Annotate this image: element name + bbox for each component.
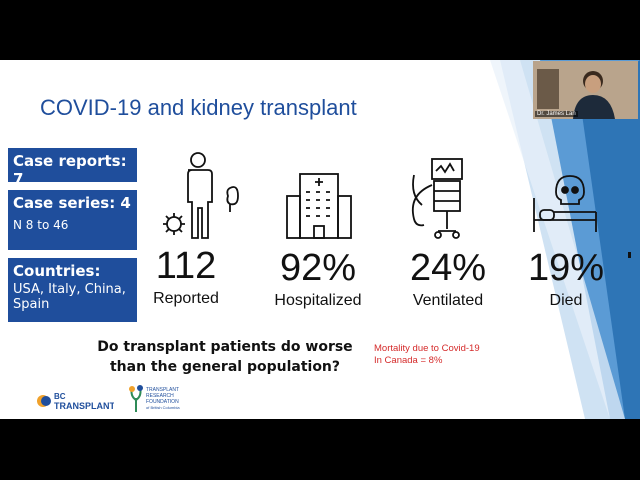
bc-transplant-logo-mark: BC TRANSPLANT [37,392,115,411]
mouse-cursor-icon [628,252,631,258]
stat-reported: 112 Reported [131,245,241,308]
mortality-note-line-2: In Canada = 8% [374,355,443,366]
speaker-name-label: Dr. James Lan [535,111,578,117]
stat-ventilated-value: 24% [409,247,487,289]
mortality-note-line-1: Mortality due to Covid-19 [374,343,480,354]
slide-title: COVID-19 and kidney transplant [40,95,357,120]
bc-logo-text: BC [54,392,66,401]
slide-question: Do transplant patients do worse than the… [97,339,353,375]
mortality-note: Mortality due to Covid-19 In Canada = 8% [374,343,480,367]
ventilator-icon [411,158,463,239]
bc-transplant-logo-text: TRANSPLANT [54,401,114,411]
skull-bed-icon [533,175,597,232]
speaker-video-thumbnail[interactable]: Dr. James Lan [533,61,638,119]
person-with-kidney-and-virus-icon [163,152,239,239]
stat-died-value: 19% [527,247,605,289]
stat-died-label: Died [549,292,583,309]
foundation-logo-line-3: FOUNDATION [146,399,179,405]
case-reports-heading: Case reports: 7 [13,152,127,188]
case-series-detail: N 8 to 46 [13,218,69,232]
stat-hospitalized-value: 92% [279,247,357,289]
stat-reported-value: 112 [155,245,217,287]
bc-transplant-logo: BC TRANSPLANT [36,389,115,418]
slide-decoration [490,60,640,419]
stat-ventilated-label: Ventilated [412,292,484,309]
stat-hospitalized: 92% Hospitalized [263,247,373,310]
case-series-box: Case series: 4 N 8 to 46 [8,190,137,250]
speaker-video-frame [533,61,638,119]
stat-hospitalized-label: Hospitalized [274,292,362,309]
transplant-research-foundation-logo: TRANSPLANT RESEARCH FOUNDATION of Britis… [128,384,198,419]
presentation-slide: COVID-19 and kidney transplant Case repo… [0,60,640,419]
countries-box: Countries: USA, Italy, China, Spain [8,258,137,322]
countries-heading: Countries: [13,262,101,280]
case-series-heading: Case series: 4 [13,194,131,212]
stat-died: 19% Died [511,247,621,310]
stat-ventilated: 24% Ventilated [393,247,503,310]
case-reports-box: Case reports: 7 [8,148,137,188]
countries-detail: USA, Italy, China, Spain [13,282,126,312]
foundation-logo-line-4: of British Columbia [146,405,180,410]
foundation-logo-line-2: RESEARCH [146,393,174,399]
stat-reported-label: Reported [153,290,219,307]
hospital-building-icon [286,173,352,239]
foundation-logo-mark: TRANSPLANT RESEARCH FOUNDATION of Britis… [129,385,180,412]
foundation-logo-line-1: TRANSPLANT [146,387,179,393]
